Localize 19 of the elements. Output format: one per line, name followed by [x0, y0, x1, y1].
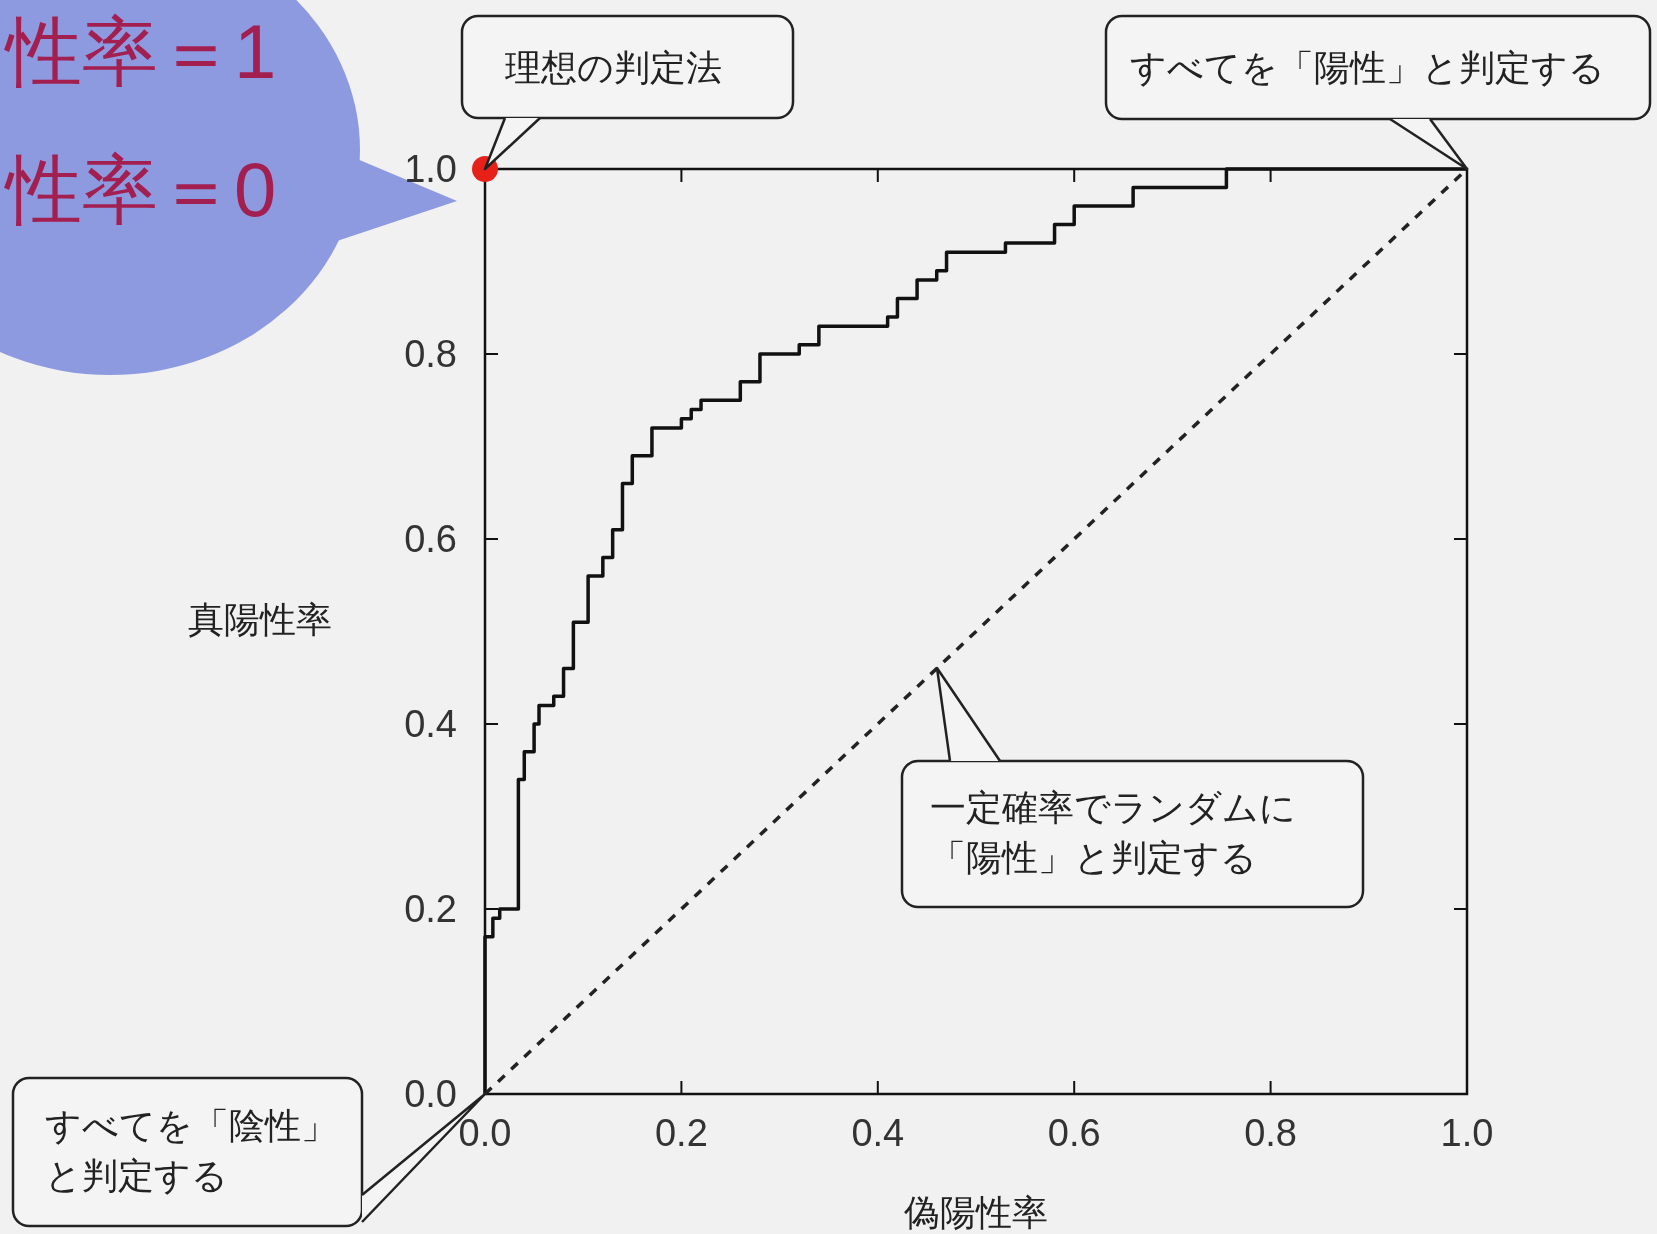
annotation: すべてを「陽性」と判定する: [1130, 47, 1605, 88]
y-tick-label: 0.6: [404, 518, 457, 560]
x-tick-label: 0.6: [1047, 1112, 1101, 1154]
x-axis-title: 偽陽性率: [904, 1192, 1048, 1233]
x-tick-label: 0.0: [458, 1112, 512, 1154]
y-tick-label: 0.0: [404, 1073, 457, 1115]
y-tick-label: 1.0: [404, 148, 457, 190]
y-tick-label: 0.2: [404, 888, 457, 930]
y-tick-label: 0.8: [404, 333, 457, 375]
x-tick-label: 0.2: [654, 1112, 708, 1154]
x-tick-label: 0.8: [1244, 1112, 1298, 1154]
annotation: 一定確率でランダムに「陽性」と判定する: [930, 787, 1296, 878]
text: 理想の判定法: [505, 47, 722, 88]
y-tick-label: 0.4: [404, 703, 457, 745]
x-tick-label: 1.0: [1440, 1112, 1494, 1154]
text: すべてを「陰性」と判定する: [45, 1105, 337, 1196]
x-tick-label: 0.4: [851, 1112, 905, 1154]
y-axis-title: 真陽性率: [188, 599, 332, 640]
text: 性率＝1 性率＝0: [4, 9, 277, 232]
